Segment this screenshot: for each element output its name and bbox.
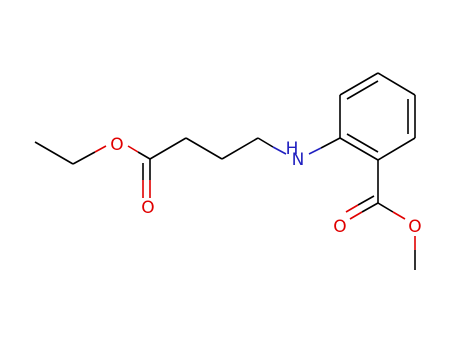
atom-label: O bbox=[110, 135, 123, 155]
atom-label: O bbox=[333, 217, 346, 237]
bonds bbox=[34, 72, 416, 270]
atom-label: O bbox=[141, 198, 154, 218]
atom-label: H bbox=[286, 139, 299, 159]
atom-label: O bbox=[408, 217, 421, 237]
atom-label: N bbox=[292, 150, 305, 170]
